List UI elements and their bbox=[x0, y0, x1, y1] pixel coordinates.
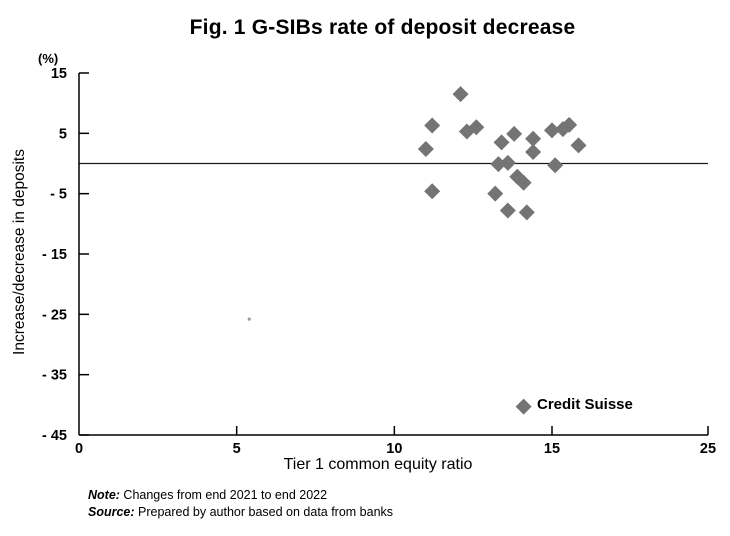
data-point-diamond bbox=[487, 185, 504, 202]
data-point-diamond bbox=[499, 154, 516, 171]
data-point-diamond bbox=[561, 116, 578, 133]
data-point-diamond bbox=[518, 204, 535, 221]
data-point-diamond bbox=[499, 202, 516, 219]
data-point-diamond bbox=[424, 183, 441, 200]
x-tick-label: 15 bbox=[544, 441, 560, 457]
note-lead: Note: bbox=[88, 488, 120, 502]
data-point-diamond bbox=[452, 86, 469, 103]
data-point-diamond bbox=[547, 157, 564, 174]
y-axis-title: Increase/decrease in deposits bbox=[11, 149, 28, 355]
credit-suisse-label: Credit Suisse bbox=[537, 396, 633, 413]
data-point-diamond bbox=[424, 117, 441, 134]
x-tick-label: 25 bbox=[700, 441, 716, 457]
data-point-diamond bbox=[493, 134, 510, 151]
y-tick-label: - 25 bbox=[42, 307, 67, 323]
y-tick-label: - 35 bbox=[42, 368, 67, 384]
y-tick-label: - 45 bbox=[42, 428, 67, 444]
source-line: Source: Prepared by author based on data… bbox=[88, 504, 393, 521]
y-tick-label: - 5 bbox=[50, 187, 67, 203]
data-point-diamond bbox=[490, 156, 507, 173]
x-axis-title: Tier 1 common equity ratio bbox=[283, 456, 473, 473]
y-tick-label: 5 bbox=[59, 126, 67, 142]
data-point-diamond bbox=[515, 174, 532, 191]
source-lead: Source: bbox=[88, 505, 135, 519]
x-tick-label: 10 bbox=[386, 441, 402, 457]
y-tick-label: - 15 bbox=[42, 247, 67, 263]
data-point-diamond bbox=[525, 130, 542, 147]
data-point-diamond bbox=[417, 141, 434, 158]
y-axis-unit-label: (%) bbox=[38, 51, 59, 66]
stray-mark bbox=[247, 317, 251, 321]
source-text: Prepared by author based on data from ba… bbox=[134, 505, 394, 519]
data-point-diamond bbox=[506, 125, 523, 142]
note-line: Note: Changes from end 2021 to end 2022 bbox=[88, 487, 393, 504]
x-tick-label: 0 bbox=[75, 441, 83, 457]
data-point-diamond bbox=[468, 119, 485, 136]
data-point-diamond bbox=[544, 122, 560, 139]
x-tick-label: 5 bbox=[233, 441, 241, 457]
data-point-diamond bbox=[525, 144, 542, 161]
data-point-diamond bbox=[570, 137, 587, 154]
figure-notes: Note: Changes from end 2021 to end 2022 … bbox=[88, 487, 393, 521]
y-tick-label: 15 bbox=[51, 66, 67, 82]
chart-title: Fig. 1 G-SIBs rate of deposit decrease bbox=[189, 16, 576, 39]
credit-suisse-point bbox=[515, 398, 532, 415]
note-text: Changes from end 2021 to end 2022 bbox=[119, 488, 328, 502]
